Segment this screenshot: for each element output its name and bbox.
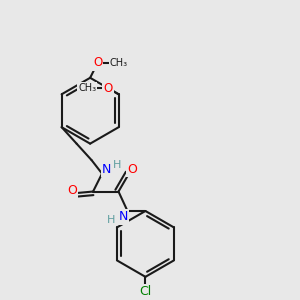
Text: O: O bbox=[103, 82, 113, 95]
Text: O: O bbox=[67, 184, 77, 196]
Text: N: N bbox=[118, 211, 128, 224]
Text: H: H bbox=[113, 160, 121, 170]
Text: N: N bbox=[102, 163, 111, 176]
Text: Cl: Cl bbox=[139, 285, 152, 298]
Text: CH₃: CH₃ bbox=[78, 83, 96, 93]
Text: O: O bbox=[93, 56, 102, 69]
Text: H: H bbox=[107, 215, 115, 225]
Text: CH₃: CH₃ bbox=[110, 58, 128, 68]
Text: O: O bbox=[127, 163, 137, 176]
